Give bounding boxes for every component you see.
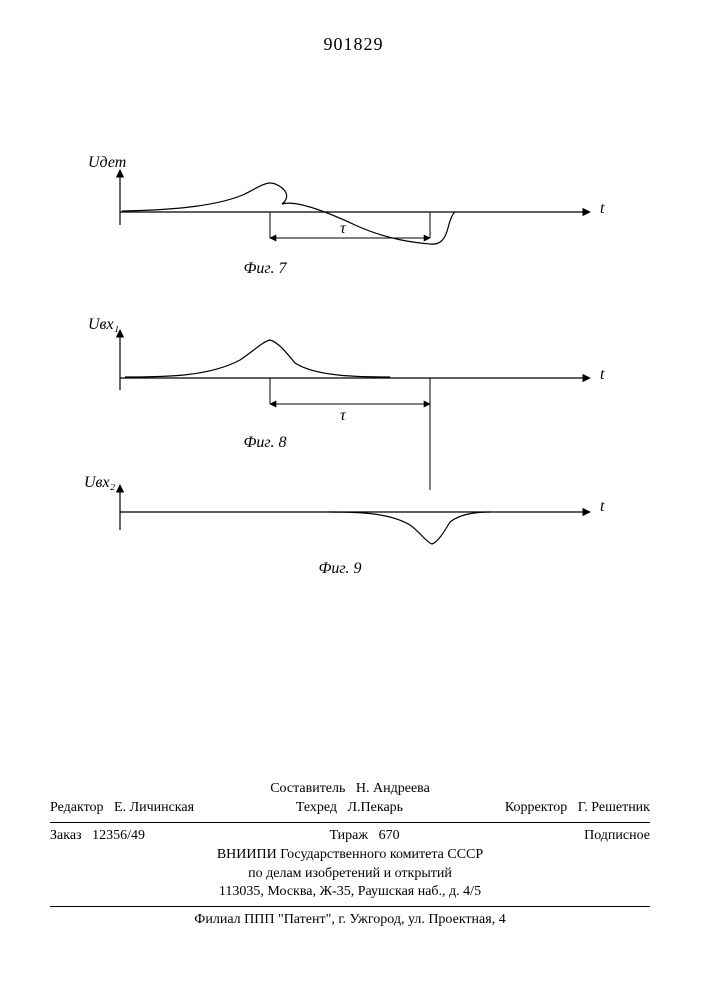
fig7-group (120, 170, 590, 244)
fig9-caption: Фиг. 9 (90, 560, 590, 578)
podpisnoe: Подписное (584, 827, 650, 846)
fig8-x-label: t (600, 366, 604, 384)
tirazh-label: Тираж (329, 828, 368, 843)
document-number: 901829 (0, 34, 707, 55)
fig9-x-label: t (600, 498, 604, 516)
fig7-y-label: Uдет (88, 154, 126, 172)
corrector-label: Корректор (505, 800, 567, 815)
editor-name: Е. Личинская (114, 800, 194, 815)
tehred-label: Техред (296, 800, 337, 815)
org-line-1: ВНИИПИ Государственного комитета СССР (50, 846, 650, 865)
fig9-group (120, 485, 590, 544)
fig8-curve (125, 340, 390, 377)
fig9-y-label: Uвх₂ (84, 474, 115, 492)
fig7-x-label: t (600, 200, 604, 218)
figure-area: Uдет t τ Фиг. 7 Uвх₁ t τ Фиг. 8 Uвх₂ t Ф… (90, 150, 630, 630)
compiler-name: Н. Андреева (356, 781, 430, 796)
org-line-3: 113035, Москва, Ж-35, Раушская наб., д. … (50, 883, 650, 902)
compiler-label: Составитель (270, 781, 345, 796)
tirazh-num: 670 (379, 828, 400, 843)
footer: Составитель Н. Андреева Редактор Е. Личи… (50, 780, 650, 930)
fig9-curve (330, 512, 490, 544)
fig7-curve (122, 183, 455, 244)
org-line-2: по делам изобретений и открытий (50, 865, 650, 884)
fig8-group (120, 330, 590, 490)
fig8-tau: τ (340, 407, 346, 425)
filial-line: Филиал ППП "Патент", г. Ужгород, ул. Про… (50, 911, 650, 930)
fig8-caption: Фиг. 8 (90, 434, 440, 452)
footer-rule-2 (50, 906, 650, 907)
editor-label: Редактор (50, 800, 104, 815)
fig8-y-label: Uвх₁ (88, 316, 119, 334)
order-num: 12356/49 (92, 828, 145, 843)
fig7-caption: Фиг. 7 (90, 260, 440, 278)
tehred-name: Л.Пекарь (348, 800, 404, 815)
footer-rule-1 (50, 822, 650, 823)
fig7-tau: τ (340, 220, 346, 238)
order-label: Заказ (50, 828, 82, 843)
figures-svg (90, 150, 630, 630)
corrector-name: Г. Решетник (578, 800, 650, 815)
